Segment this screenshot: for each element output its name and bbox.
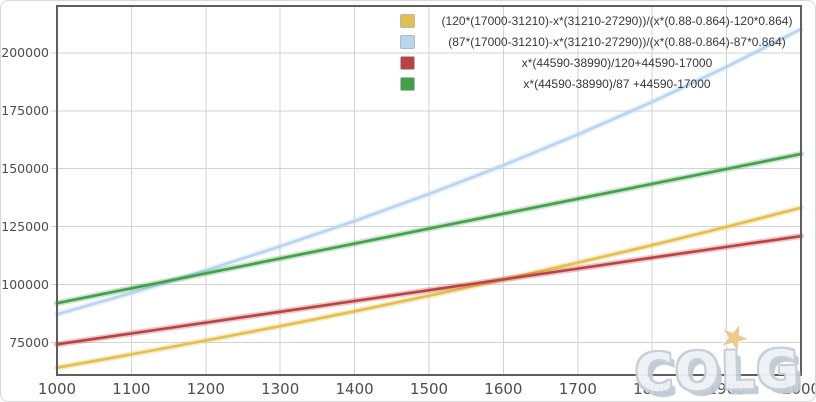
y-tick-label: 125000 — [1, 218, 49, 234]
x-tick-label: 2000 — [781, 380, 815, 398]
legend-label: x*(44590-38990)/120+44590-17000 — [521, 55, 713, 70]
legend-item: (87*(17000-31210)-x*(31210-27290))/(x*(0… — [400, 31, 814, 52]
colg-watermark: ★ COLG — [634, 314, 802, 402]
y-tick-label: 150000 — [1, 160, 49, 176]
legend-swatch-blue — [400, 34, 415, 49]
y-tick-label: 175000 — [1, 102, 49, 118]
legend: (120*(17000-31210)-x*(31210-27290))/(x*(… — [400, 10, 814, 94]
x-tick-label: 1300 — [261, 380, 300, 398]
y-tick-label: 100000 — [1, 276, 49, 292]
legend-label: (87*(17000-31210)-x*(31210-27290))/(x*(0… — [448, 34, 786, 49]
legend-label: (120*(17000-31210)-x*(31210-27290))/(x*(… — [441, 13, 793, 28]
series-line-2 — [55, 234, 803, 346]
y-tick-label: 200000 — [1, 44, 49, 60]
plot-border — [56, 5, 802, 376]
x-tick-label: 1900 — [707, 380, 746, 398]
series-line-0 — [55, 206, 803, 370]
legend-swatch-red — [400, 55, 415, 70]
watermark-text: COLG — [634, 339, 802, 402]
legend-item: x*(44590-38990)/87 +44590-17000 — [400, 73, 814, 94]
legend-swatch-green — [400, 76, 415, 91]
x-tick-label: 1800 — [633, 380, 672, 398]
x-tick-label: 1100 — [112, 380, 151, 398]
legend-item: x*(44590-38990)/120+44590-17000 — [400, 52, 814, 73]
x-tick-label: 1700 — [558, 380, 597, 398]
legend-item: (120*(17000-31210)-x*(31210-27290))/(x*(… — [400, 10, 814, 31]
x-tick-label: 1600 — [484, 380, 523, 398]
y-tick-label: 75000 — [9, 334, 49, 350]
x-tick-label: 1000 — [37, 380, 77, 398]
legend-label: x*(44590-38990)/87 +44590-17000 — [523, 76, 711, 91]
legend-swatch-yellow — [400, 13, 415, 28]
x-tick-label: 1400 — [335, 380, 374, 398]
x-tick-label: 1200 — [186, 380, 225, 398]
series-line-3 — [55, 152, 803, 305]
x-tick-label: 1500 — [409, 380, 449, 398]
